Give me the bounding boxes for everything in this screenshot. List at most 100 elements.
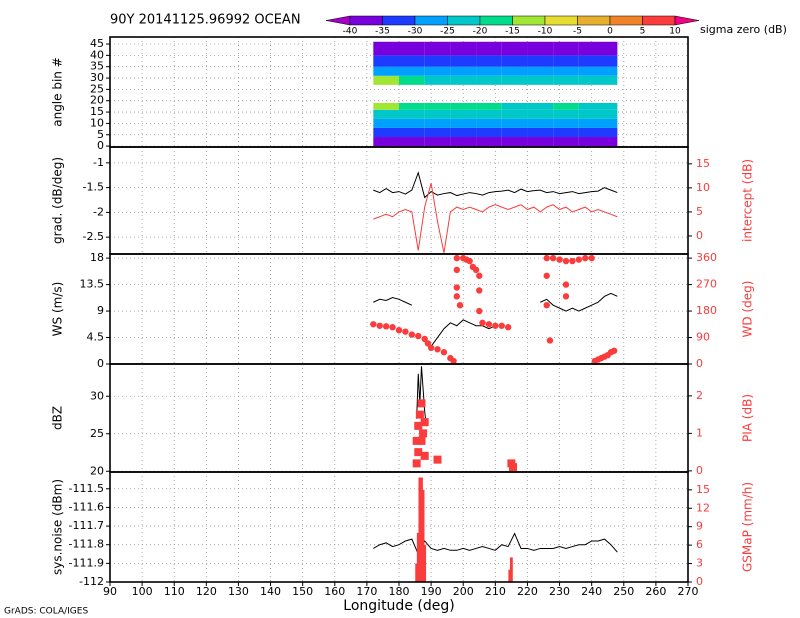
heatmap-cell (373, 109, 399, 119)
y2-tick-label: 270 (696, 278, 717, 291)
heatmap-cell (399, 137, 425, 147)
heatmap-cell (578, 109, 618, 119)
point (395, 326, 403, 334)
heatmap-cell (527, 75, 554, 85)
heatmap-cell (476, 66, 502, 76)
point (433, 455, 442, 464)
y-tick-label: -111.6 (69, 500, 104, 513)
heatmap-cell (578, 118, 618, 128)
heatmap-cell (450, 118, 477, 128)
heatmap-cell (501, 118, 528, 128)
heatmap-cell (399, 66, 425, 76)
heatmap-cell (399, 127, 425, 138)
line (373, 296, 413, 306)
x-tick-label: 260 (645, 585, 666, 598)
y-tick-label: -1.5 (83, 181, 104, 194)
panel (110, 147, 688, 254)
y2-tick-label: 9 (696, 520, 703, 533)
point (453, 266, 460, 274)
y-tick-label: -1 (93, 156, 104, 169)
point (414, 448, 423, 457)
y2-tick-label: 90 (696, 331, 710, 344)
panel (110, 37, 688, 147)
point (588, 254, 595, 262)
heatmap-cell (553, 118, 579, 128)
x-tick-label: 220 (517, 585, 538, 598)
point (453, 293, 460, 300)
heatmap-cell (578, 103, 618, 110)
heatmap-cell (578, 55, 618, 67)
point (415, 332, 422, 340)
y-tick-label: -2.5 (83, 230, 104, 243)
x-tick-label: 160 (324, 585, 345, 598)
x-tick-label: 100 (132, 585, 153, 598)
point (543, 272, 550, 279)
heatmap-cell (424, 41, 451, 56)
point (492, 322, 499, 329)
y-tick-label: 30 (90, 71, 104, 84)
bar (418, 477, 422, 582)
point (569, 257, 576, 265)
heatmap-cell (399, 109, 425, 119)
bar (508, 569, 512, 582)
point (419, 429, 428, 438)
x-tick-label: 250 (613, 585, 634, 598)
chart-title: 90Y 20141125.96992 OCEAN (110, 13, 301, 28)
heatmap-cell (424, 66, 451, 76)
point (546, 337, 554, 344)
y-tick-label: -111.5 (69, 482, 104, 495)
y2-tick-label: 180 (696, 304, 717, 317)
heatmap-cell (450, 109, 477, 119)
point (434, 346, 441, 353)
point (476, 307, 483, 315)
heatmap-cell (373, 41, 399, 56)
y-tick-label: 4.5 (87, 331, 105, 344)
heatmap-cell (476, 127, 502, 138)
heatmap-cell (476, 118, 502, 128)
panel (110, 254, 688, 364)
point (466, 257, 473, 265)
heatmap-cell (373, 118, 399, 128)
y-tick-label: -111.8 (69, 538, 104, 551)
y-tick-label: 18 (90, 251, 104, 264)
point (453, 254, 460, 262)
colorbar-segment (382, 15, 416, 26)
heatmap-cell (501, 103, 528, 110)
point (498, 322, 505, 329)
y-tick-label: -2 (93, 205, 104, 218)
point (414, 421, 423, 430)
heatmap-cell (527, 118, 554, 128)
point (417, 436, 426, 445)
heatmap-cell (501, 75, 528, 85)
y2-tick-label: 360 (696, 251, 717, 264)
y-tick-label: -112 (79, 575, 104, 588)
point (376, 322, 383, 329)
x-tick-label: 120 (196, 585, 217, 598)
bar (420, 477, 423, 582)
heatmap-cell (527, 127, 554, 138)
colorbar-segment (479, 15, 513, 26)
heatmap-cell (553, 137, 579, 147)
y-tick-label: -111.9 (69, 556, 104, 569)
y2-tick-label: 10 (696, 181, 710, 194)
y2-tick-label: 0 (696, 229, 703, 242)
colorbar-tick-label: -20 (473, 27, 488, 37)
heatmap-cell (476, 41, 502, 56)
line (416, 366, 427, 427)
line (373, 182, 618, 253)
x-axis-label: Longitude (deg) (343, 598, 454, 614)
y2-tick-label: 15 (696, 157, 710, 170)
y-tick-label: 25 (90, 427, 104, 440)
line (424, 319, 496, 348)
heatmap-cell (399, 75, 425, 85)
y-tick-label: 45 (90, 37, 104, 50)
point (382, 323, 390, 330)
heatmap-cell (501, 41, 528, 56)
y2-axis-label: GSMaP (mm/h) (741, 482, 755, 572)
heatmap-cell (501, 55, 528, 67)
heatmap-cell (553, 109, 579, 119)
colorbar-tick-label: -35 (375, 27, 390, 37)
bar (415, 563, 419, 582)
y-tick-label: 20 (90, 94, 104, 107)
heatmap-cell (373, 55, 399, 67)
